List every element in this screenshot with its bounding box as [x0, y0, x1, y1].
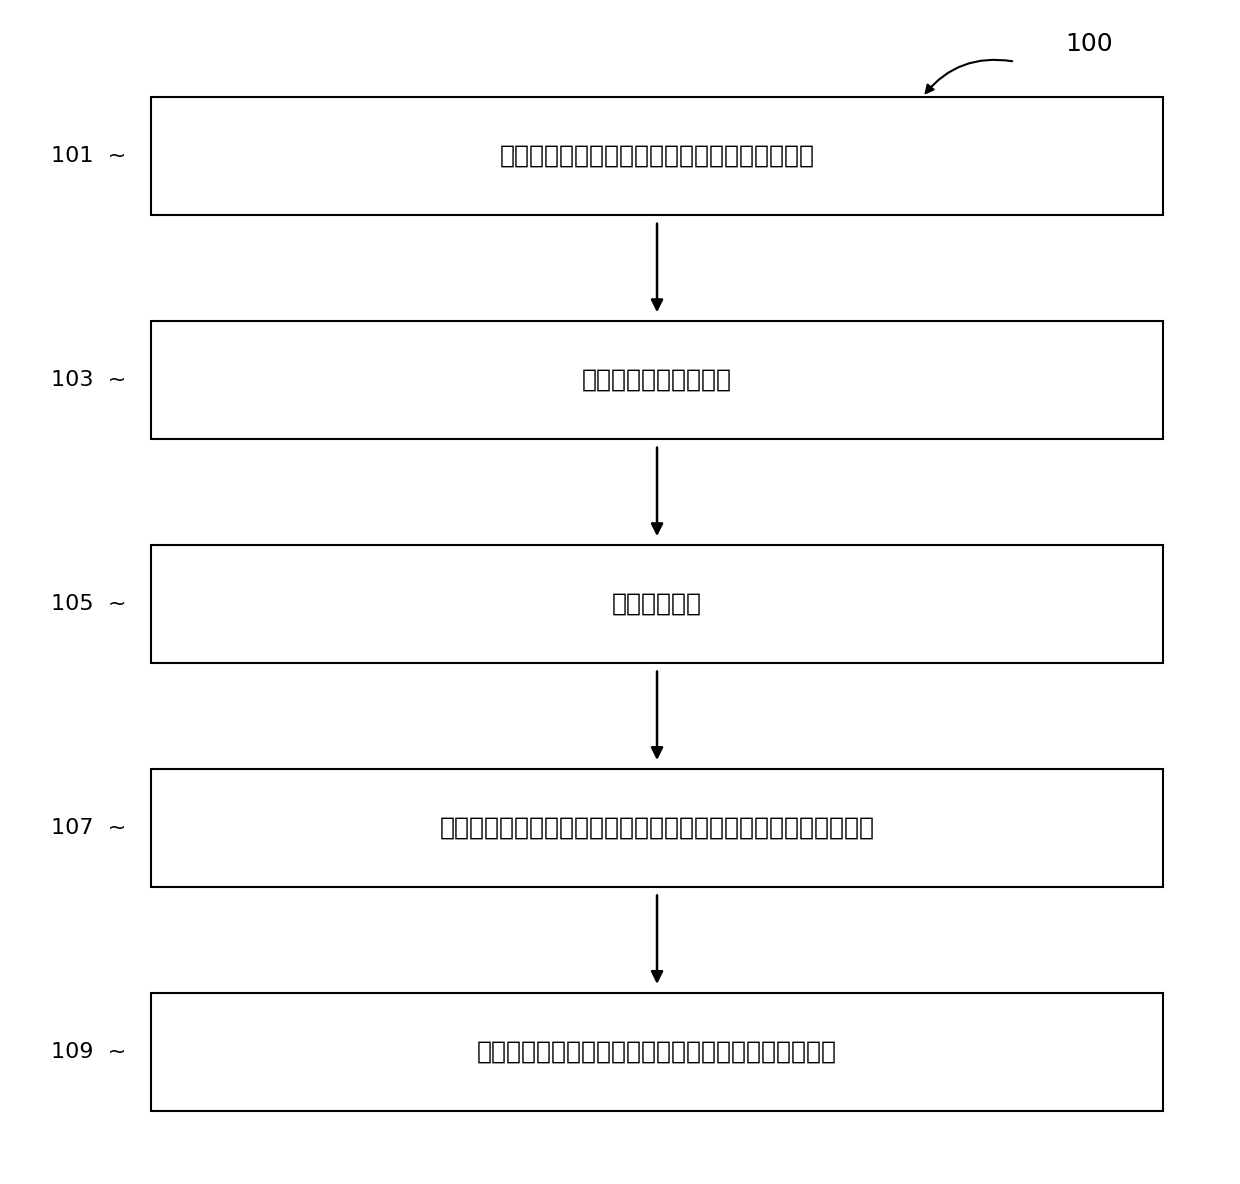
Text: 105  ~: 105 ~ [51, 594, 126, 613]
FancyBboxPatch shape [151, 768, 1163, 887]
Text: 103  ~: 103 ~ [51, 369, 126, 390]
Text: 100: 100 [1065, 32, 1114, 56]
Text: 改变至少一个调节参数，所述调节参数用于调节至少一个涂布过程: 改变至少一个调节参数，所述调节参数用于调节至少一个涂布过程 [439, 816, 874, 839]
FancyBboxPatch shape [151, 321, 1163, 439]
Text: 检测第一层堆叠的光谱: 检测第一层堆叠的光谱 [582, 368, 732, 392]
Text: 借助多个涂布过程在第一或第二衬底上形成第二层堆叠: 借助多个涂布过程在第一或第二衬底上形成第二层堆叠 [477, 1040, 837, 1063]
Text: 109  ~: 109 ~ [51, 1042, 126, 1062]
Text: 借助多个涂布过程在第一衬底上形成第一层堆叠: 借助多个涂布过程在第一衬底上形成第一层堆叠 [500, 144, 815, 168]
FancyBboxPatch shape [151, 545, 1163, 663]
Text: 107  ~: 107 ~ [51, 818, 126, 838]
FancyBboxPatch shape [151, 992, 1163, 1111]
FancyBboxPatch shape [151, 97, 1163, 215]
Text: 确定校正信息: 确定校正信息 [613, 592, 702, 616]
Text: 101  ~: 101 ~ [51, 146, 126, 166]
